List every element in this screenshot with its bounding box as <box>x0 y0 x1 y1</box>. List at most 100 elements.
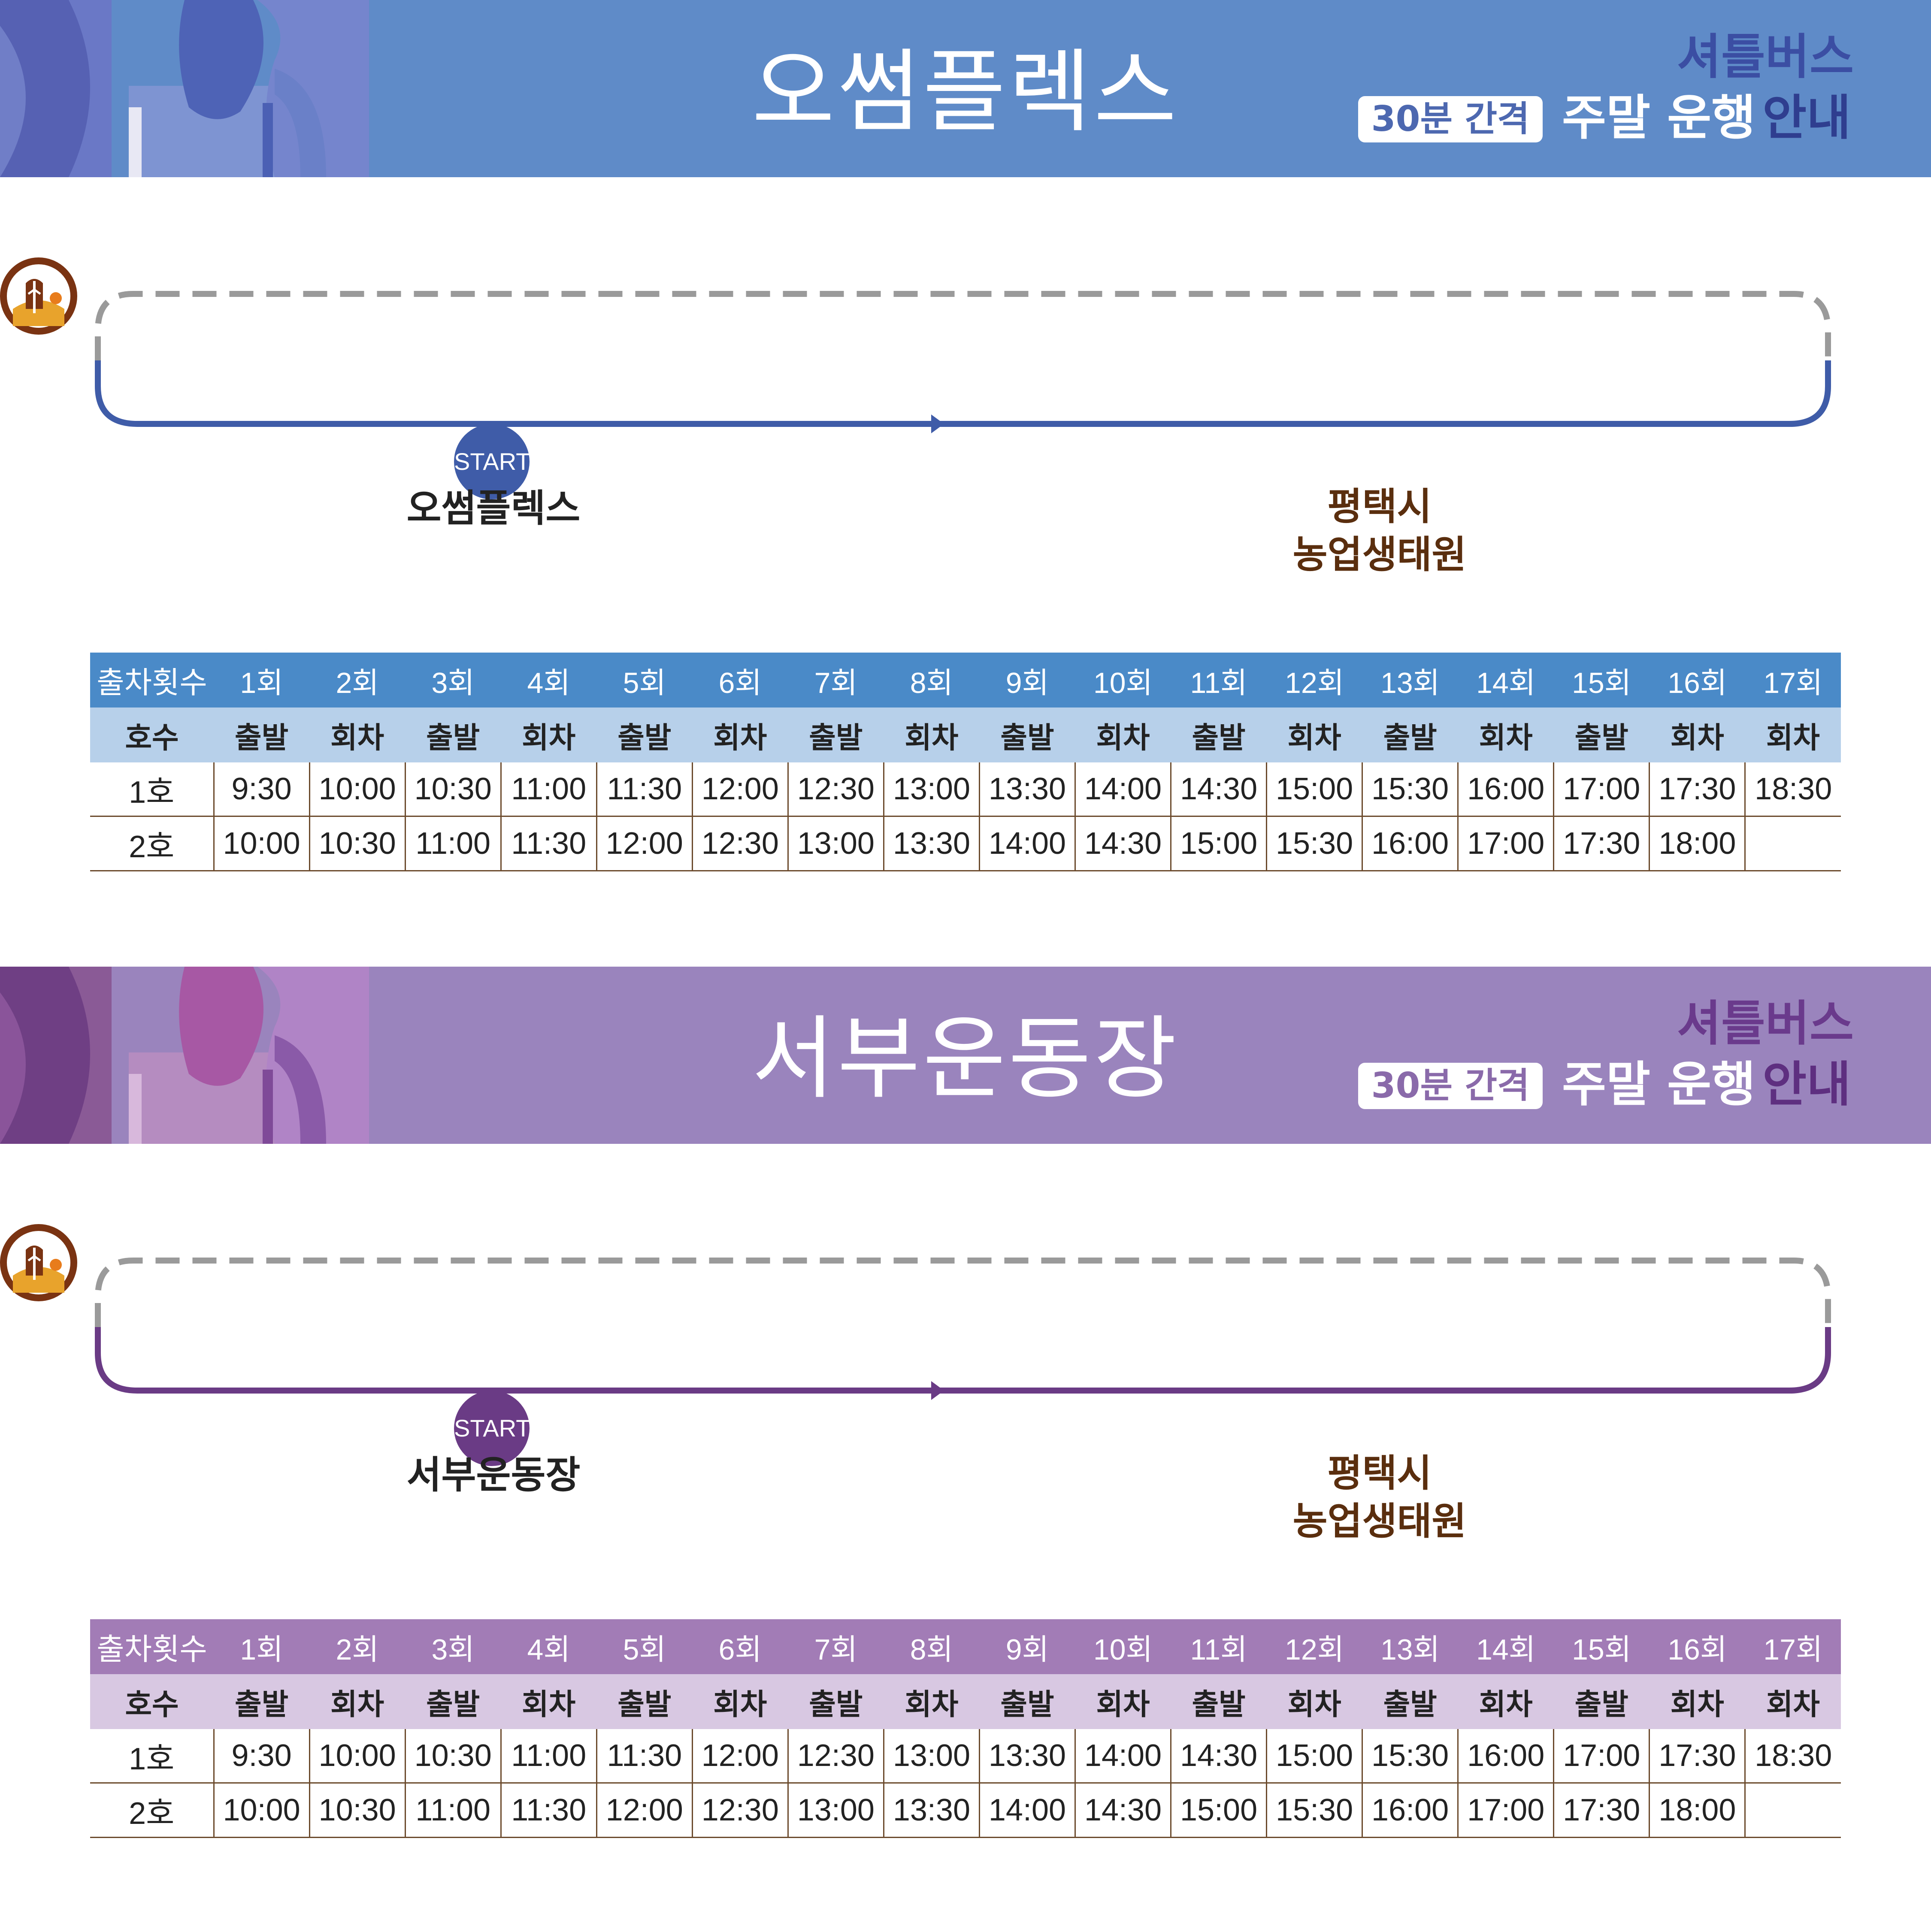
destination-line-1: 평택시 <box>1327 484 1432 529</box>
table-cell: 11:00 <box>404 1783 501 1838</box>
table-type-cell: 출발 <box>405 707 501 762</box>
table-type-cell: 출발 <box>979 707 1075 762</box>
table-header-cell: 3회 <box>405 653 501 707</box>
timetable: 출차횟수 1회 2회 3회 4회 5회 6회 7회 8회 9회 10회 11회 … <box>90 1619 1841 1838</box>
table-cell: 13:30 <box>978 1729 1075 1784</box>
route-diagram: START 오썸플렉스 평택시 농업생태원 <box>0 257 1931 601</box>
table-header-cell: 15회 <box>1553 653 1650 707</box>
table-cell: 12:30 <box>691 1783 788 1838</box>
table-header-cell: 2회 <box>309 1619 406 1674</box>
table-header-cell: 출차횟수 <box>90 1619 214 1674</box>
table-type-cell: 회차 <box>1458 707 1554 762</box>
page-title: 서부운동장 <box>751 1006 1179 1111</box>
table-cell: 2호 <box>90 1783 215 1838</box>
table-cell: 2호 <box>90 816 215 871</box>
table-cell: 16:00 <box>1362 1783 1458 1838</box>
notice-accent-text: 안내 <box>1762 1057 1851 1113</box>
table-cell: 15:00 <box>1266 1729 1362 1784</box>
table-header-cell: 12회 <box>1266 1619 1362 1674</box>
table-cell: 12:00 <box>596 1783 693 1838</box>
table-cell: 16:00 <box>1457 1729 1554 1784</box>
table-cell: 18:00 <box>1649 816 1745 871</box>
table-cell: 17:00 <box>1553 762 1650 817</box>
table-type-cell: 회차 <box>1266 707 1362 762</box>
table-type-cell: 회차 <box>1745 1674 1841 1729</box>
table-cell: 10:30 <box>404 762 501 817</box>
table-type-cell: 호수 <box>90 707 214 762</box>
table-header-cell: 출차횟수 <box>90 653 214 707</box>
table-type-cell: 회차 <box>1649 1674 1745 1729</box>
destination-label: 평택시 농업생태원 <box>1251 483 1508 579</box>
table-type-cell: 회차 <box>692 1674 788 1729</box>
table-type-cell: 회차 <box>884 1674 980 1729</box>
table-type-cell: 회차 <box>1075 1674 1171 1729</box>
table-header-cell: 13회 <box>1362 1619 1458 1674</box>
table-cell: 17:30 <box>1553 816 1650 871</box>
table-cell: 11:30 <box>596 762 693 817</box>
table-type-cell: 회차 <box>1745 707 1841 762</box>
table-type-cell: 출발 <box>788 1674 884 1729</box>
table-header-cell: 16회 <box>1649 1619 1745 1674</box>
table-type-cell: 출발 <box>1171 1674 1267 1729</box>
table-cell: 12:00 <box>691 762 788 817</box>
table-cell <box>1744 1783 1841 1838</box>
table-row-bus-1: 1호 9:30 10:00 10:30 11:00 11:30 12:00 12… <box>90 762 1841 817</box>
table-type-cell: 출발 <box>405 1674 501 1729</box>
section-header: 오썸플렉스 셔틀버스 30분 간격 주말 운행 안내 <box>0 0 1931 177</box>
table-type-cell: 호수 <box>90 1674 214 1729</box>
tree-decoration-icon <box>0 967 369 1144</box>
table-type-cell: 회차 <box>501 707 597 762</box>
notice-accent-text: 안내 <box>1762 90 1851 146</box>
table-cell: 18:00 <box>1649 1783 1745 1838</box>
table-type-cell: 회차 <box>884 707 980 762</box>
schedule-section-awesomeplex: 오썸플렉스 셔틀버스 30분 간격 주말 운행 안내 START 오썸플렉스 평택… <box>0 0 1931 965</box>
destination-line-2: 농업생태원 <box>1292 1499 1467 1543</box>
table-cell: 12:00 <box>691 1729 788 1784</box>
table-type-row: 호수 출발 회차 출발 회차 출발 회차 출발 회차 출발 회차 출발 회차 출… <box>90 707 1841 762</box>
table-cell: 10:30 <box>309 816 406 871</box>
route-loop <box>95 1258 1831 1400</box>
table-header-cell: 1회 <box>214 653 310 707</box>
table-cell: 10:30 <box>404 1729 501 1784</box>
table-cell: 14:30 <box>1074 1783 1171 1838</box>
table-cell: 11:30 <box>596 1729 693 1784</box>
table-header-cell: 7회 <box>788 1619 884 1674</box>
table-header-cell: 8회 <box>884 1619 980 1674</box>
table-cell: 14:30 <box>1170 762 1267 817</box>
destination-line-1: 평택시 <box>1327 1451 1432 1495</box>
shuttle-bus-label: 셔틀버스 <box>1677 29 1854 85</box>
weekend-notice: 주말 운행 안내 <box>1562 88 1851 148</box>
farm-destination-icon <box>0 1224 77 1301</box>
table-row-bus-1: 1호 9:30 10:00 10:30 11:00 11:30 12:00 12… <box>90 1729 1841 1784</box>
table-cell: 15:30 <box>1266 816 1362 871</box>
weekend-operation-text: 주말 운행 <box>1562 1057 1756 1113</box>
table-cell: 15:30 <box>1362 762 1458 817</box>
interval-badge: 30분 간격 <box>1358 1063 1543 1109</box>
interval-badge: 30분 간격 <box>1358 96 1543 142</box>
table-type-cell: 출발 <box>1362 707 1458 762</box>
table-header-cell: 14회 <box>1458 1619 1554 1674</box>
table-cell: 12:30 <box>787 1729 884 1784</box>
table-cell: 17:30 <box>1649 1729 1745 1784</box>
table-header-cell: 7회 <box>788 653 884 707</box>
table-cell: 1호 <box>90 762 215 817</box>
table-type-cell: 출발 <box>214 1674 310 1729</box>
table-cell: 17:00 <box>1553 1729 1650 1784</box>
table-cell: 12:30 <box>691 816 788 871</box>
weekend-notice: 주말 운행 안내 <box>1562 1055 1851 1115</box>
table-type-cell: 회차 <box>1458 1674 1554 1729</box>
table-cell: 9:30 <box>213 762 310 817</box>
table-type-cell: 회차 <box>1649 707 1745 762</box>
table-header-cell: 6회 <box>692 653 788 707</box>
table-cell: 13:00 <box>883 762 980 817</box>
table-cell: 15:00 <box>1266 762 1362 817</box>
table-row-bus-2: 2호 10:00 10:30 11:00 11:30 12:00 12:30 1… <box>90 1783 1841 1838</box>
table-type-row: 호수 출발 회차 출발 회차 출발 회차 출발 회차 출발 회차 출발 회차 출… <box>90 1674 1841 1729</box>
section-header: 서부운동장 셔틀버스 30분 간격 주말 운행 안내 <box>0 967 1931 1144</box>
table-cell: 18:30 <box>1744 1729 1841 1784</box>
table-cell: 10:00 <box>309 1729 406 1784</box>
table-cell: 14:30 <box>1170 1729 1267 1784</box>
destination-line-2: 농업생태원 <box>1292 532 1467 577</box>
table-cell: 14:00 <box>1074 1729 1171 1784</box>
table-header-cell: 13회 <box>1362 653 1458 707</box>
